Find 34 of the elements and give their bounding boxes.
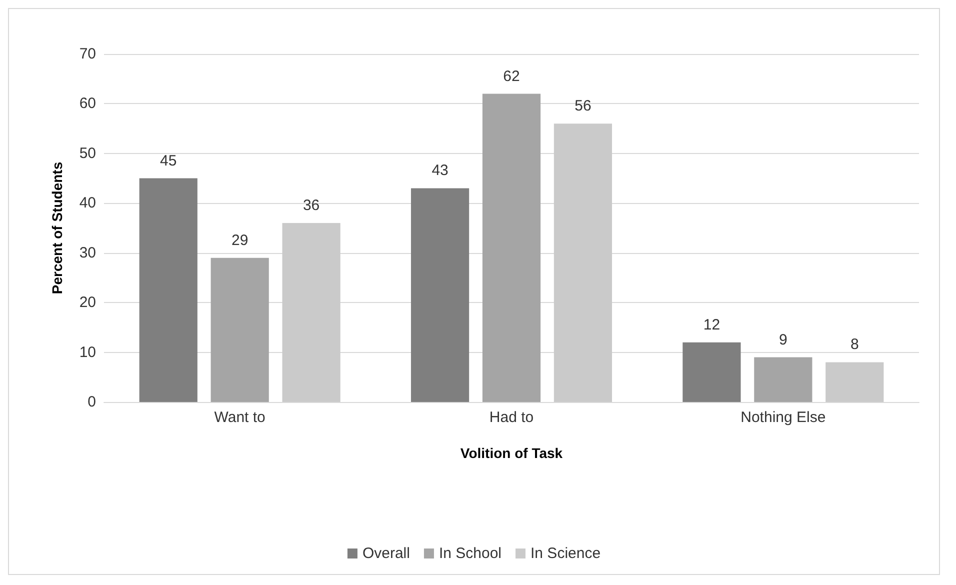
data-label: 29 xyxy=(231,232,248,249)
y-tick-label: 50 xyxy=(79,144,96,162)
legend-label: In Science xyxy=(530,545,601,562)
y-tick-label: 10 xyxy=(79,344,96,361)
data-label: 45 xyxy=(160,152,177,170)
bar xyxy=(482,94,541,402)
data-label: 56 xyxy=(574,98,592,115)
y-tick-label: 0 xyxy=(88,394,96,410)
legend-label: In School xyxy=(438,545,502,562)
bar xyxy=(410,188,470,402)
bar xyxy=(554,124,612,402)
bar xyxy=(139,178,198,402)
bar xyxy=(210,258,269,402)
x-tick-label: Want to xyxy=(214,409,266,426)
y-tick-label: 30 xyxy=(79,244,96,262)
data-label: 9 xyxy=(778,331,788,348)
bar xyxy=(282,223,340,402)
y-tick-label: 60 xyxy=(79,95,96,112)
bar xyxy=(754,357,812,402)
data-label: 36 xyxy=(302,197,320,214)
y-tick-label: 20 xyxy=(79,294,96,312)
data-label: 8 xyxy=(850,336,859,354)
data-label: 43 xyxy=(432,162,448,180)
y-tick-label: 70 xyxy=(79,46,96,62)
y-tick-label: 40 xyxy=(79,194,96,212)
data-label: 62 xyxy=(503,68,520,85)
x-axis-title: Volition of Task xyxy=(460,445,563,461)
x-tick-label: Nothing Else xyxy=(740,409,826,426)
legend-label: Overall xyxy=(362,545,410,562)
bar xyxy=(682,342,741,402)
x-tick-label: Had to xyxy=(489,409,534,426)
y-axis-title: Percent of Students xyxy=(49,162,65,294)
bar xyxy=(826,362,884,402)
data-label: 12 xyxy=(703,316,720,334)
